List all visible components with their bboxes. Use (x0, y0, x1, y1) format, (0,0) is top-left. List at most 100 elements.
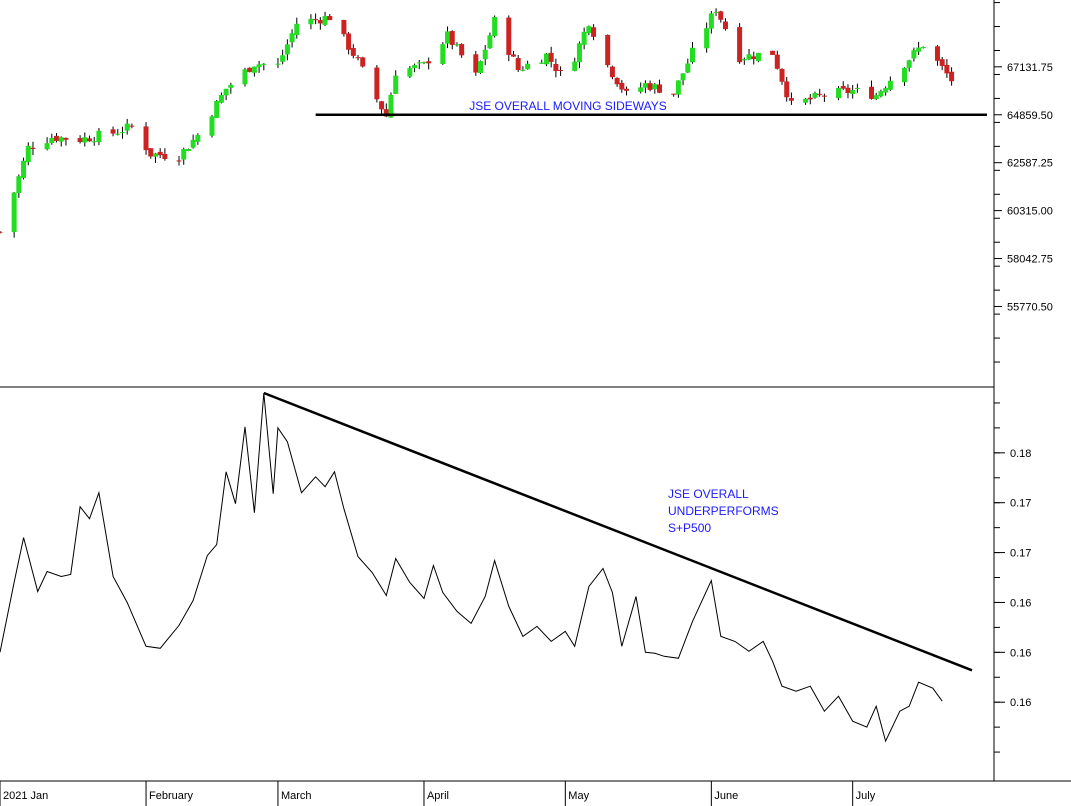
price-y-axis: 67131.75 64859.50 62587.25 60315.00 58042.75… (994, 2, 1053, 363)
candle-body (440, 44, 446, 64)
candle-body (746, 54, 752, 60)
candle-body (115, 133, 121, 135)
candle-body (755, 52, 761, 62)
candle-body (322, 16, 328, 25)
candle-body (704, 28, 710, 49)
candle-body (289, 33, 295, 43)
candle-body (242, 69, 248, 85)
candle-body (774, 54, 780, 69)
candle-body (515, 58, 521, 70)
candle-body (110, 129, 116, 134)
candle-body (459, 44, 465, 56)
candle-body (317, 20, 323, 24)
ratio-tick-label: 0.17 (1010, 548, 1031, 560)
candle-body (779, 68, 785, 82)
candle-body (445, 31, 451, 44)
candle-body (421, 62, 427, 64)
candle-body (807, 97, 813, 100)
candle-body (916, 47, 922, 52)
candle-body (152, 153, 158, 157)
candle-body (346, 33, 352, 50)
candle-body (934, 46, 940, 61)
candle-body (803, 98, 809, 103)
candle-body (911, 50, 917, 59)
candle-body (374, 67, 380, 100)
candle-body (605, 34, 611, 66)
candle-body (218, 95, 224, 103)
candle-body (223, 88, 229, 96)
candle-body (185, 149, 191, 152)
candle-body (713, 11, 719, 13)
candle-body (16, 176, 22, 193)
price-tick-label: 64859.50 (1007, 110, 1053, 122)
candle-body (510, 54, 516, 57)
candle-body (586, 26, 592, 33)
ratio-y-axis: 0.18 0.17 0.17 0.16 0.16 0.16 (994, 402, 1031, 753)
candle-body (539, 62, 545, 64)
candle-body (44, 143, 50, 150)
candle-body (454, 44, 460, 46)
candle-body (148, 148, 154, 157)
price-tick-label: 58042.75 (1007, 254, 1053, 266)
candle-body (487, 35, 493, 49)
candle-body (482, 49, 488, 60)
month-x-axis: 2021 Jan February March April May June July (0, 781, 876, 806)
candle-body (209, 116, 215, 136)
candle-body (214, 100, 220, 118)
candle-body (642, 83, 648, 88)
candle-body (812, 92, 818, 98)
sideways-annotation: JSE OVERALL MOVING SIDEWAYS (469, 99, 667, 113)
candle-body (638, 87, 644, 92)
candle-body (614, 77, 620, 85)
price-panel: JSE OVERALL MOVING SIDEWAYS 67131.75 6485… (0, 2, 1053, 363)
candle-body (624, 88, 630, 91)
candle-body (576, 43, 582, 63)
candle-body (821, 95, 827, 97)
candle-body (407, 68, 413, 77)
candle-body (675, 80, 681, 95)
candle-body (82, 137, 88, 143)
candle-body (906, 60, 912, 68)
candle-body (887, 80, 893, 90)
candle-body (741, 59, 747, 61)
price-tick-label: 62587.25 (1007, 158, 1053, 170)
candle-body (901, 67, 907, 83)
candle-body (327, 15, 333, 21)
candle-body (143, 126, 149, 151)
candle-body (162, 153, 168, 159)
candle-body (647, 83, 653, 90)
candle-body (355, 57, 361, 59)
candle-body (87, 138, 93, 142)
candle-body (412, 65, 418, 69)
candle-body (350, 48, 356, 56)
candle-body (553, 63, 559, 72)
month-label: 2021 Jan (3, 790, 48, 802)
candle-body (0, 231, 3, 233)
candle-body (77, 138, 83, 142)
candle-body (708, 13, 714, 29)
candle-body (416, 62, 422, 64)
ratio-tick-label: 0.17 (1010, 498, 1031, 510)
candle-body (836, 88, 842, 99)
month-label: July (856, 790, 876, 802)
candle-body (11, 192, 17, 233)
ratio-tick-label: 0.16 (1010, 597, 1031, 609)
candle-body (869, 86, 875, 99)
candle-body (124, 123, 130, 131)
candle-body (873, 95, 879, 100)
candle-body (49, 137, 55, 144)
candle-body (190, 139, 196, 148)
candle-body (657, 84, 663, 93)
candle-body (685, 63, 691, 73)
candle-body (383, 109, 389, 117)
candle-body (506, 17, 512, 55)
month-label: May (568, 790, 589, 802)
candle-body (770, 50, 776, 55)
candle-body (256, 64, 262, 68)
price-tick-label: 60315.00 (1007, 206, 1053, 218)
candle-body (572, 61, 578, 71)
month-label: March (281, 790, 312, 802)
candle-body (25, 145, 31, 163)
ratio-line (0, 392, 943, 743)
candle-body (788, 98, 794, 101)
